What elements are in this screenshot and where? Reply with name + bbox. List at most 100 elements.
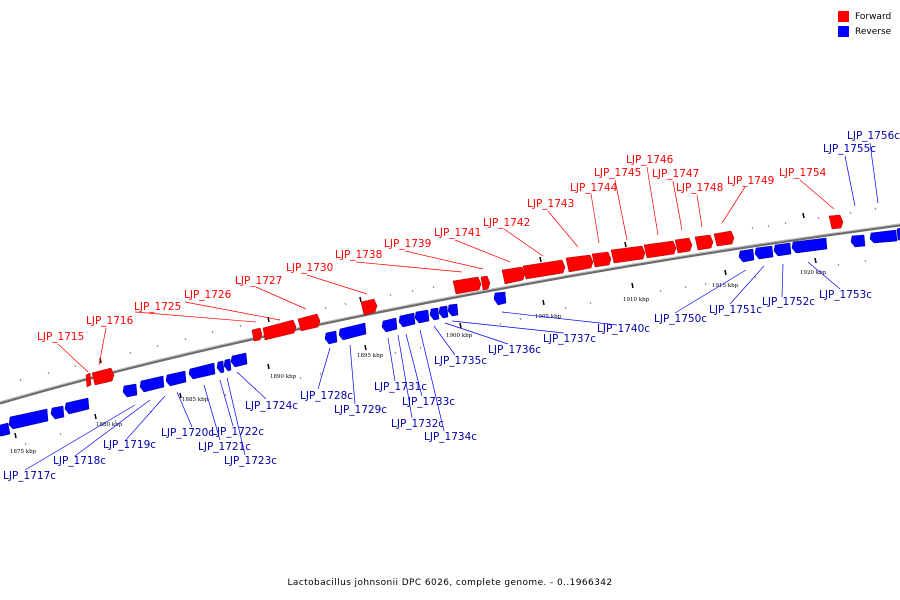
gene-arrow bbox=[694, 234, 714, 251]
legend-forward: Forward bbox=[838, 9, 891, 24]
gene-label: LJP_1716 bbox=[86, 315, 134, 327]
gene-arrow bbox=[122, 383, 138, 398]
reverse-leaders bbox=[24, 142, 879, 471]
gene-arrow bbox=[869, 229, 898, 244]
gene-arrow bbox=[91, 367, 115, 386]
kbp-label: 1895 kbp bbox=[357, 353, 384, 359]
gene-label: LJP_1746 bbox=[626, 154, 674, 166]
gene-arrow bbox=[429, 307, 440, 321]
kbp-label: 1880 kbp bbox=[96, 422, 123, 428]
gene-arrow bbox=[188, 362, 216, 380]
gene-label: LJP_1738 bbox=[335, 249, 382, 261]
gene-label: LJP_1728c bbox=[300, 390, 353, 402]
gene-arrow bbox=[338, 322, 367, 341]
gene-label: LJP_1715 bbox=[37, 331, 84, 343]
gene-label: LJP_1717c bbox=[3, 470, 56, 482]
gene-arrow bbox=[223, 358, 232, 372]
kbp-label: 1910 kbp bbox=[623, 297, 650, 303]
gene-label: LJP_1731c bbox=[374, 381, 427, 393]
gene-label: LJP_1752c bbox=[762, 296, 815, 308]
gene-label: LJP_1747 bbox=[652, 168, 699, 180]
legend-forward-label: Forward bbox=[855, 11, 892, 22]
gene-arrow bbox=[8, 408, 49, 430]
gene-arrow bbox=[381, 317, 398, 333]
gene-label: LJP_1725 bbox=[134, 301, 181, 313]
gene-arrow bbox=[398, 312, 416, 328]
gene-label: LJP_1734c bbox=[424, 431, 477, 443]
gene-arrow bbox=[216, 360, 225, 374]
gene-arrow bbox=[643, 240, 677, 259]
gene-arrow bbox=[522, 259, 566, 280]
gene-label: LJP_1754 bbox=[779, 167, 827, 179]
kbp-label: 1875 kbp bbox=[10, 449, 37, 455]
gene-label: LJP_1740c bbox=[597, 323, 650, 335]
gene-arrow bbox=[85, 372, 92, 388]
gene-arrow bbox=[447, 303, 459, 317]
gene-arrow bbox=[360, 298, 378, 316]
gene-label: LJP_1736c bbox=[488, 344, 541, 356]
gene-label: LJP_1735c bbox=[434, 355, 487, 367]
gene-arrow bbox=[591, 251, 612, 268]
tick-row-lower-major bbox=[14, 257, 817, 439]
gene-arrow bbox=[501, 266, 526, 285]
legend: Forward Reverse bbox=[838, 9, 891, 39]
gene-arrow bbox=[773, 242, 792, 257]
gene-label: LJP_1730 bbox=[286, 262, 333, 274]
gene-arrow bbox=[850, 234, 866, 248]
gene-arrow bbox=[165, 370, 187, 387]
gene-label: LJP_1724c bbox=[245, 400, 298, 412]
gene-arrow bbox=[480, 275, 491, 291]
forward-genes bbox=[85, 214, 844, 388]
gene-arrow bbox=[230, 352, 248, 368]
reverse-labels: LJP_1717c LJP_1718c LJP_1719c LJP_1720c … bbox=[3, 130, 900, 482]
kbp-label: 1915 kbp bbox=[712, 283, 739, 289]
kbp-label: 1900 kbp bbox=[446, 333, 473, 339]
gene-label: LJP_1750c bbox=[654, 313, 707, 325]
gene-arrow bbox=[791, 237, 828, 254]
reverse-genes bbox=[0, 227, 900, 437]
gene-arrow bbox=[610, 245, 646, 264]
forward-swatch-icon bbox=[838, 11, 849, 22]
gene-arrow bbox=[262, 319, 297, 341]
gene-arrow bbox=[297, 313, 321, 332]
gene-label: LJP_1755c bbox=[823, 143, 876, 155]
gene-label: LJP_1745 bbox=[594, 167, 641, 179]
gene-label: LJP_1722c bbox=[211, 426, 264, 438]
genome-backbone bbox=[0, 223, 900, 405]
gene-arrow bbox=[50, 405, 65, 420]
gene-label: LJP_1723c bbox=[224, 455, 277, 467]
legend-reverse-label: Reverse bbox=[855, 26, 892, 37]
gene-label: LJP_1743 bbox=[527, 198, 574, 210]
gene-arrow bbox=[828, 214, 844, 230]
gene-arrow bbox=[754, 245, 774, 260]
gene-label: LJP_1721c bbox=[198, 441, 251, 453]
gene-label: LJP_1729c bbox=[334, 404, 387, 416]
gene-label: LJP_1727 bbox=[235, 275, 282, 287]
genome-caption: Lactobacillus johnsonii DPC 6026, comple… bbox=[287, 578, 613, 588]
tick-row-upper bbox=[19, 207, 877, 382]
gene-label: LJP_1732c bbox=[391, 418, 444, 430]
gene-arrow bbox=[139, 375, 165, 393]
gene-label: LJP_1739 bbox=[384, 238, 431, 250]
forward-leaders bbox=[57, 166, 835, 373]
gene-arrow bbox=[64, 397, 90, 415]
gene-arrow bbox=[738, 248, 755, 263]
gene-label: LJP_1742 bbox=[483, 217, 530, 229]
gene-arrow bbox=[438, 305, 449, 319]
gene-label: LJP_1726 bbox=[184, 289, 232, 301]
gene-label: LJP_1737c bbox=[543, 333, 596, 345]
gene-label: LJP_1719c bbox=[103, 439, 156, 451]
kbp-label: 1920 kbp bbox=[800, 270, 827, 276]
gene-label: LJP_1733c bbox=[402, 396, 455, 408]
gene-arrow bbox=[0, 422, 11, 437]
gene-arrow bbox=[452, 276, 482, 295]
kbp-label: 1890 kbp bbox=[270, 374, 297, 380]
gene-label: LJP_1756c bbox=[847, 130, 900, 142]
gene-label: LJP_1744 bbox=[570, 182, 618, 194]
gene-label: LJP_1753c bbox=[819, 289, 872, 301]
gene-label: LJP_1749 bbox=[727, 175, 774, 187]
gene-arrow bbox=[713, 230, 735, 247]
gene-label: LJP_1751c bbox=[709, 304, 762, 316]
tick-row-lower bbox=[24, 259, 867, 446]
